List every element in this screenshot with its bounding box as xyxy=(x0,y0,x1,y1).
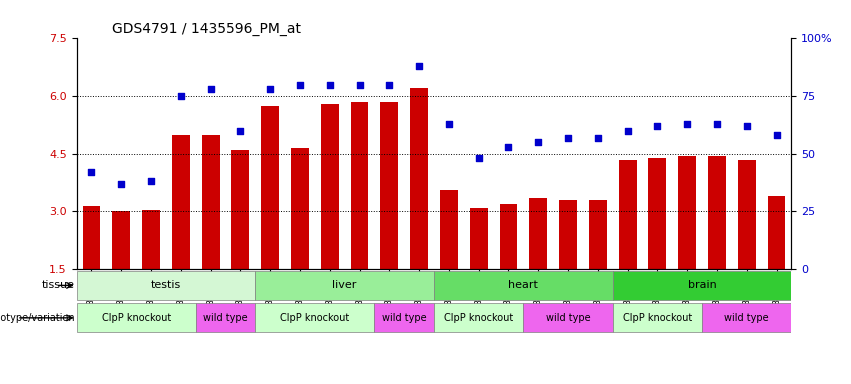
Bar xyxy=(768,196,785,269)
Text: wild type: wild type xyxy=(203,313,248,323)
Point xyxy=(233,127,248,134)
Point xyxy=(174,93,187,99)
Bar xyxy=(470,208,488,269)
Point xyxy=(264,86,277,92)
Point xyxy=(471,156,485,162)
Bar xyxy=(351,102,368,269)
Text: wild type: wild type xyxy=(382,313,426,323)
FancyBboxPatch shape xyxy=(374,303,434,333)
Text: tissue: tissue xyxy=(42,280,75,290)
Text: ClpP knockout: ClpP knockout xyxy=(623,313,692,323)
Point xyxy=(710,121,723,127)
Point xyxy=(144,179,158,185)
Bar xyxy=(559,200,577,269)
FancyBboxPatch shape xyxy=(77,303,196,333)
FancyBboxPatch shape xyxy=(434,303,523,333)
Point xyxy=(85,169,98,175)
FancyBboxPatch shape xyxy=(613,303,702,333)
Point xyxy=(531,139,545,145)
FancyBboxPatch shape xyxy=(255,271,434,300)
Point xyxy=(323,81,336,88)
Point xyxy=(620,127,634,134)
FancyBboxPatch shape xyxy=(255,303,374,333)
Point xyxy=(591,134,604,141)
Text: ClpP knockout: ClpP knockout xyxy=(280,313,350,323)
Text: GDS4791 / 1435596_PM_at: GDS4791 / 1435596_PM_at xyxy=(112,22,301,36)
FancyBboxPatch shape xyxy=(196,303,255,333)
Bar xyxy=(172,134,190,269)
FancyBboxPatch shape xyxy=(77,271,255,300)
Point xyxy=(293,81,307,88)
FancyBboxPatch shape xyxy=(702,303,791,333)
Bar xyxy=(112,212,130,269)
Point xyxy=(681,121,694,127)
Bar xyxy=(589,200,607,269)
Bar xyxy=(142,210,160,269)
Bar xyxy=(529,198,547,269)
Bar xyxy=(440,190,458,269)
Point xyxy=(740,123,754,129)
Bar xyxy=(500,204,517,269)
Point xyxy=(204,86,218,92)
Text: ClpP knockout: ClpP knockout xyxy=(444,313,513,323)
Point xyxy=(502,144,516,150)
Point xyxy=(412,63,426,69)
Point xyxy=(650,123,664,129)
FancyBboxPatch shape xyxy=(523,303,613,333)
Bar xyxy=(380,102,398,269)
Bar xyxy=(83,206,100,269)
Point xyxy=(769,132,783,138)
Bar xyxy=(321,104,339,269)
Bar xyxy=(619,160,637,269)
Bar xyxy=(678,156,696,269)
Text: liver: liver xyxy=(333,280,357,290)
Bar xyxy=(291,148,309,269)
Point xyxy=(352,81,366,88)
Bar xyxy=(231,150,249,269)
Bar xyxy=(648,158,666,269)
Point xyxy=(562,134,575,141)
Text: genotype/variation: genotype/variation xyxy=(0,313,75,323)
Bar xyxy=(202,134,220,269)
Text: heart: heart xyxy=(508,280,539,290)
FancyBboxPatch shape xyxy=(613,271,791,300)
Text: testis: testis xyxy=(151,280,181,290)
Text: brain: brain xyxy=(688,280,717,290)
Bar xyxy=(261,106,279,269)
Point xyxy=(443,121,456,127)
Point xyxy=(114,181,128,187)
Bar xyxy=(410,88,428,269)
Text: wild type: wild type xyxy=(724,313,769,323)
Text: wild type: wild type xyxy=(545,313,591,323)
Bar xyxy=(708,156,726,269)
Text: ClpP knockout: ClpP knockout xyxy=(101,313,171,323)
Point xyxy=(383,81,397,88)
Bar xyxy=(738,160,756,269)
FancyBboxPatch shape xyxy=(434,271,613,300)
